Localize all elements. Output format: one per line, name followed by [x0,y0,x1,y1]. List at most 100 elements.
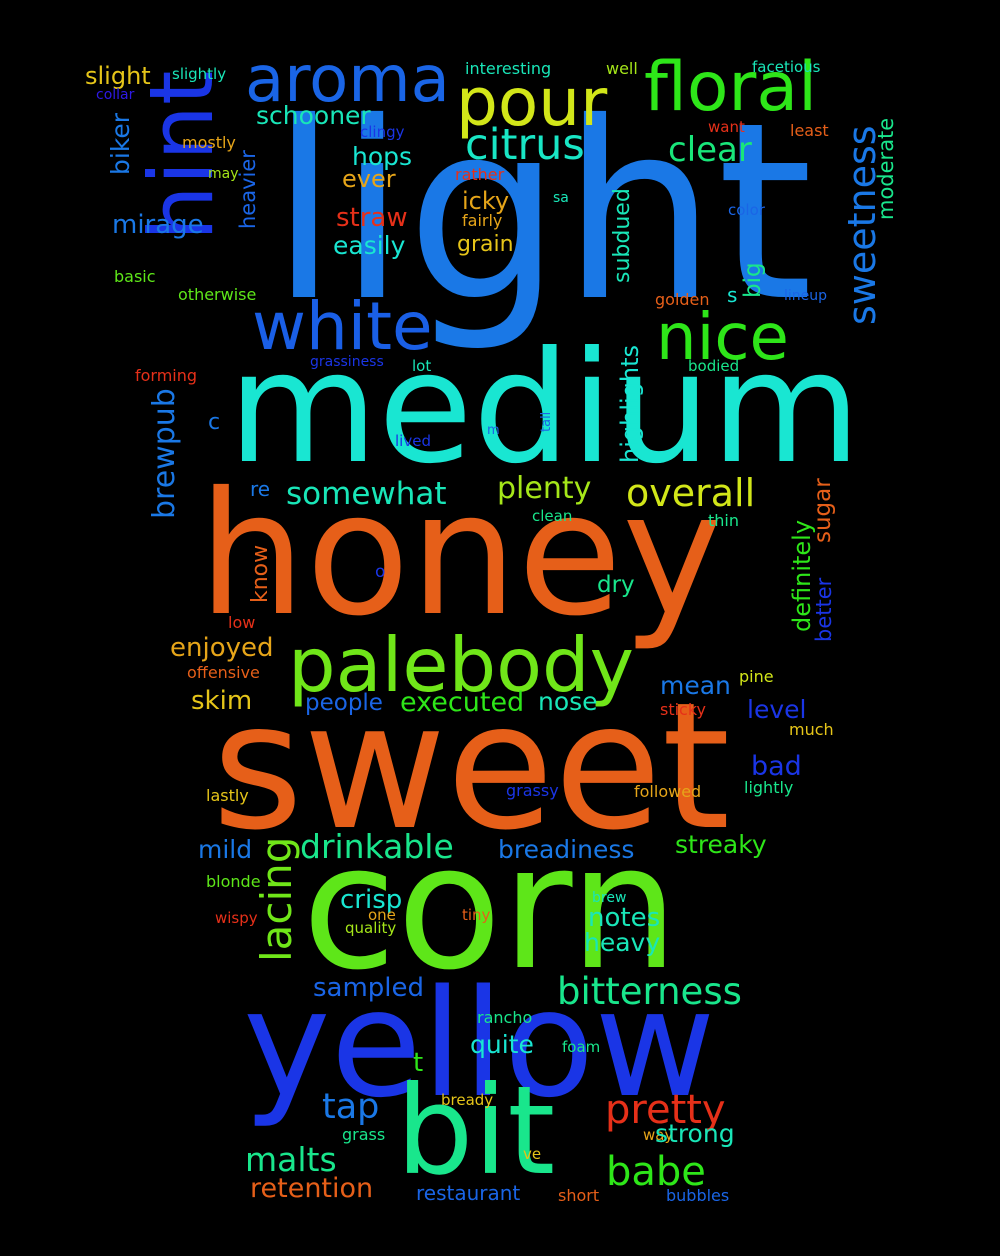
word-tap: tap [322,1087,380,1127]
word-followed: followed [634,782,702,801]
word-palebody: palebody [288,621,635,709]
word-quite: quite [470,1030,534,1059]
word-moderate: moderate [874,117,898,220]
word-pretty: pretty [605,1087,726,1133]
word-m: m [487,423,500,438]
word-facetious: facetious [752,58,821,76]
word-lineup: lineup [784,288,828,304]
word-mostly: mostly [182,133,236,152]
word-tall: tall [539,411,554,432]
word-overall: overall [626,471,756,515]
word-want: want [708,118,745,136]
word-way: way [643,1126,674,1144]
word-bubbles: bubbles [666,1186,730,1205]
word-ve: ve [523,1145,542,1163]
word-grassiness: grassiness [310,354,384,370]
word-retention: retention [250,1173,374,1204]
word-heavier: heavier [236,150,260,229]
word-o: o [375,562,386,582]
word-sampled: sampled [313,973,425,1003]
word-wispy: wispy [215,909,258,927]
word-yellow: yellow [243,958,716,1130]
word-icky: icky [462,187,510,215]
word-short: short [558,1186,600,1205]
word-forming: forming [135,366,198,385]
word-executed: executed [400,687,525,718]
word-skim: skim [191,686,253,716]
word-big: big [740,262,766,298]
word-white: white [252,288,433,365]
word-basic: basic [114,267,156,286]
word-mild: mild [198,835,253,864]
word-nice: nice [656,301,789,375]
word-foam: foam [562,1038,601,1056]
word-slightly: slightly [172,65,227,83]
word-rancho: rancho [477,1008,533,1027]
word-grassy: grassy [506,781,559,800]
word-quality: quality [345,919,397,937]
word-well: well [606,59,638,78]
word-otherwise: otherwise [178,285,257,304]
word-clean: clean [532,507,573,525]
word-offensive: offensive [187,663,260,682]
word-hops: hops [352,142,413,171]
word-brew: brew [592,890,627,906]
word-schooner: schooner [256,101,371,130]
word-straw: straw [336,203,408,233]
word-clingy: clingy [360,123,405,141]
word-lot: lot [412,357,432,375]
word-somewhat: somewhat [286,476,447,512]
word-aroma: aroma [245,43,450,117]
word-easily: easily [333,231,406,260]
word-floral: floral [644,48,817,127]
word-sticky: sticky [660,700,707,719]
word-citrus: citrus [465,120,585,170]
word-lastly: lastly [206,786,249,805]
word-grain: grain [457,232,514,257]
word-nose: nose [538,687,598,716]
word-bodied: bodied [688,357,740,375]
word-pine: pine [739,667,774,686]
word-fairly: fairly [462,211,503,230]
word-c: c [208,410,221,435]
word-biker: biker [106,112,135,175]
word-bit: bit [396,1060,556,1202]
word-interesting: interesting [465,59,552,78]
word-enjoyed: enjoyed [170,633,274,663]
word-mean: mean [660,671,731,700]
word-bitterness: bitterness [557,970,742,1013]
word-sweet: sweet [212,666,731,869]
word-lived: lived [395,432,431,450]
word-much: much [789,720,834,739]
word-heavy: heavy [584,928,661,957]
word-mirage: mirage [112,210,204,240]
word-may: may [208,166,239,182]
word-grass: grass [342,1125,386,1144]
word-medium: medium [228,319,861,498]
word-collar: collar [96,87,135,103]
word-clear: clear [668,130,752,170]
word-corn: corn [302,807,679,1008]
word-highlights: highlights [616,344,644,463]
word-breadiness: breadiness [498,835,635,864]
word-slight: slight [85,62,151,90]
word-dry: dry [597,572,635,598]
word-light: light [270,70,813,355]
word-strong: strong [655,1119,735,1148]
word-definitely: definitely [788,519,816,632]
word-know: know [248,544,273,603]
word-babe: babe [606,1149,706,1195]
word-restaurant: restaurant [416,1181,521,1205]
word-plenty: plenty [497,471,592,506]
word-pour: pour [456,64,608,141]
word-people: people [305,690,383,716]
word-tiny: tiny [462,906,491,924]
word-bready: bready [441,1091,494,1109]
word-blonde: blonde [206,872,261,891]
word-lightly: lightly [744,778,794,797]
word-one: one [368,906,396,924]
word-bad: bad [751,751,802,782]
word-better: better [812,577,836,642]
word-ever: ever [342,165,396,193]
